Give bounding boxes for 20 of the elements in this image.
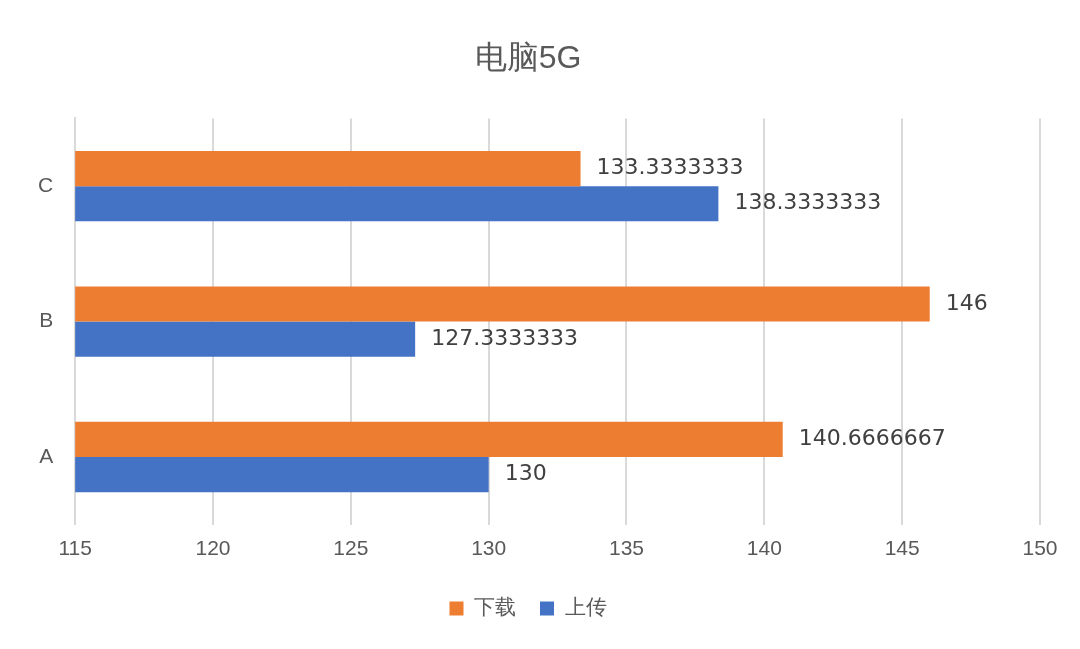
x-tick-label: 120: [195, 536, 231, 560]
x-tick-label: 140: [746, 536, 782, 560]
x-tick-label: 135: [608, 536, 645, 560]
x-tick-label: 115: [58, 536, 92, 560]
legend-label: 下载: [474, 595, 516, 619]
y-tick-label: C: [37, 172, 54, 196]
data-label: 130: [504, 460, 547, 486]
data-label: 138.3333333: [734, 189, 882, 215]
chart-title: 电脑5G: [474, 39, 582, 76]
data-label: 146: [945, 289, 988, 315]
x-tick-label: 130: [471, 536, 507, 560]
y-tick-label: B: [39, 308, 54, 332]
x-tick-label: 150: [1022, 536, 1058, 560]
x-tick-label: 125: [333, 536, 369, 560]
data-label: 127.3333333: [431, 324, 579, 350]
data-label: 140.6666667: [798, 425, 946, 451]
legend-label: 上传: [564, 595, 607, 619]
y-tick-label: A: [39, 443, 54, 467]
x-tick-label: 145: [884, 536, 920, 560]
data-label: 133.3333333: [596, 154, 744, 180]
